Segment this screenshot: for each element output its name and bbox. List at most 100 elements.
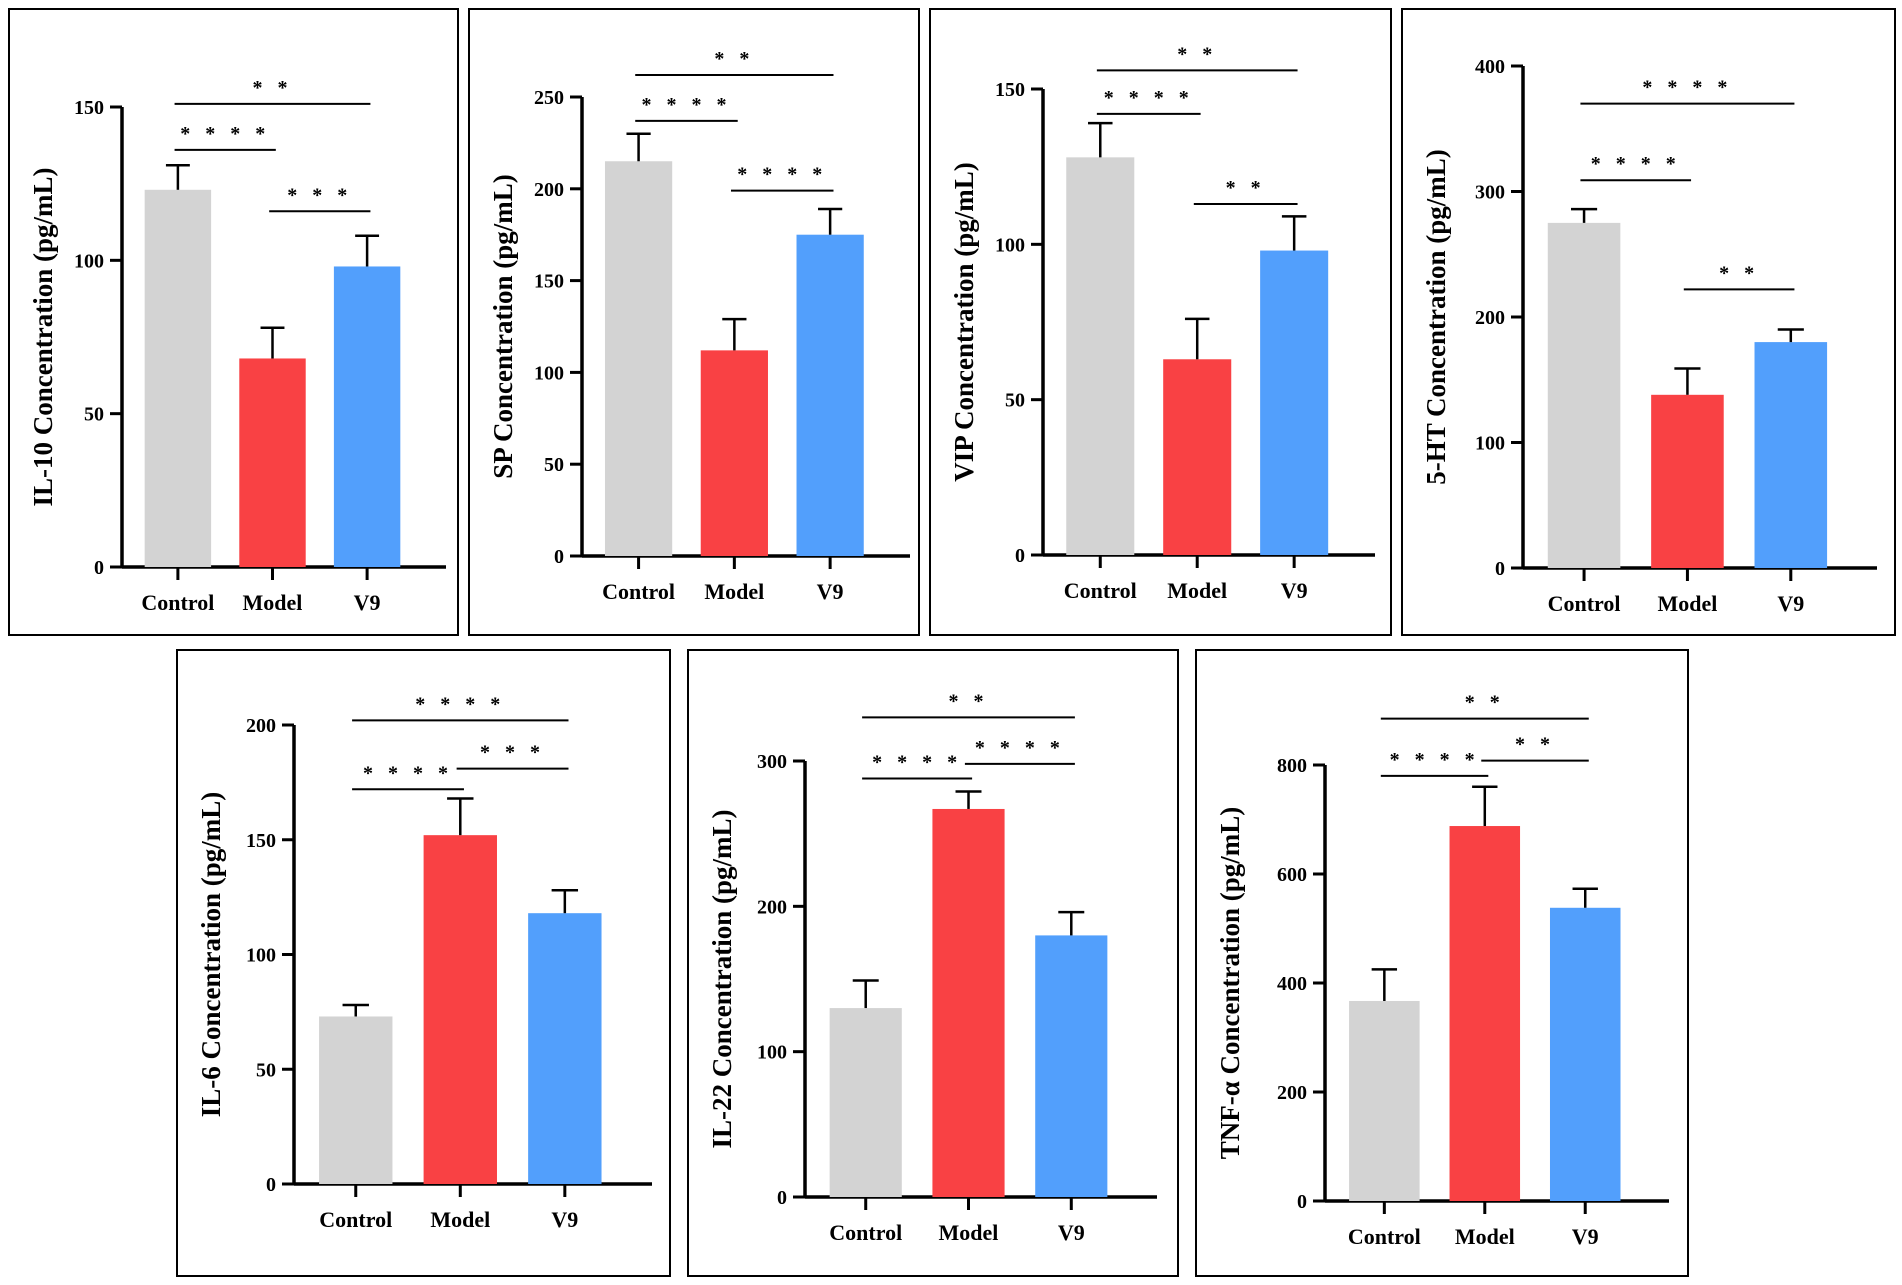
chart-panel-tnfa: 0 200 400 600 800 Control Model V9 * * * * * * * *… — [1195, 649, 1689, 1277]
significance-label: * * * * — [737, 164, 827, 186]
x-tick-label: Model — [1657, 591, 1717, 616]
y-tick-label: 150 — [534, 271, 564, 293]
y-tick-label: 0 — [1297, 1191, 1307, 1213]
bar-v9 — [796, 234, 864, 556]
significance-label: * * * * — [641, 94, 731, 116]
bar-model — [239, 358, 306, 567]
bar-v9 — [1754, 342, 1828, 568]
y-tick-label: 0 — [554, 546, 564, 568]
significance-label: * * — [1515, 734, 1555, 756]
x-tick-label: Control — [141, 590, 214, 615]
significance-label: * * * * — [872, 751, 962, 773]
y-tick-label: 50 — [256, 1059, 276, 1081]
y-tick-label: 100 — [757, 1042, 787, 1064]
x-tick-label: Control — [1064, 578, 1137, 603]
y-tick-label: 150 — [246, 830, 276, 852]
bar-control — [1349, 1000, 1420, 1201]
bar-control — [319, 1016, 393, 1184]
y-tick-label: 100 — [74, 250, 104, 272]
x-tick-label: V9 — [1572, 1224, 1599, 1249]
x-tick-label: Model — [430, 1207, 490, 1232]
y-axis-title: VIP Concentration (pg/mL) — [949, 162, 979, 482]
bar-model — [700, 350, 768, 556]
x-tick-label: Model — [1167, 578, 1227, 603]
significance-label: * * — [949, 690, 989, 712]
bar-model — [932, 808, 1005, 1197]
bar-chart: 0 50 100 150 Control Model V9 * * * * * * * * VIP … — [949, 43, 1375, 603]
bar-chart: 0 50 100 150 200 250 Control Model V9 * * * * * * *… — [488, 48, 910, 604]
y-axis-title: IL-22 Concentration (pg/mL) — [707, 810, 737, 1149]
y-tick-label: 200 — [246, 715, 276, 737]
x-tick-label: V9 — [551, 1207, 578, 1232]
bar-chart: 0 50 100 150 Control Model V9 * * * * * * * * * IL… — [28, 77, 446, 615]
y-axis-title: TNF-α Concentration (pg/mL) — [1215, 807, 1245, 1160]
bar-chart: 0 200 400 600 800 Control Model V9 * * * * * * * *… — [1215, 692, 1669, 1249]
y-tick-label: 300 — [757, 751, 787, 773]
y-tick-label: 0 — [1015, 545, 1025, 567]
bar-control — [1066, 157, 1135, 555]
y-axis-title: IL-10 Concentration (pg/mL) — [28, 168, 58, 507]
significance-label: * * * * — [975, 737, 1065, 759]
significance-label: * * * * — [180, 123, 270, 145]
chart-panel-il22: 0 100 200 300 Control Model V9 * * * * * * * * * … — [687, 649, 1179, 1277]
y-tick-label: 0 — [1495, 558, 1505, 580]
y-tick-label: 200 — [1277, 1082, 1307, 1104]
bar-v9 — [1260, 250, 1329, 555]
chart-panel-5ht: 0 100 200 300 400 Control Model V9 * * * * * * * … — [1401, 8, 1896, 636]
chart-panel-il6: 0 50 100 150 200 Control Model V9 * * * * * * * *… — [176, 649, 671, 1277]
y-axis-title: IL-6 Concentration (pg/mL) — [196, 792, 226, 1118]
significance-label: * * * * — [1104, 87, 1194, 109]
significance-label: * * — [1465, 692, 1505, 714]
chart-panel-sp: 0 50 100 150 200 250 Control Model V9 * * * * * * *… — [468, 8, 920, 636]
significance-label: * * * * — [415, 693, 505, 715]
bar-v9 — [1035, 935, 1108, 1197]
y-tick-label: 400 — [1277, 973, 1307, 995]
y-tick-label: 600 — [1277, 864, 1307, 886]
x-tick-label: V9 — [354, 590, 381, 615]
y-tick-label: 200 — [1475, 307, 1505, 329]
bar-control — [829, 1008, 902, 1197]
significance-label: * * * — [287, 184, 352, 206]
bar-v9 — [1549, 907, 1621, 1201]
bar-model — [1449, 826, 1521, 1201]
y-tick-label: 400 — [1475, 56, 1505, 78]
bar-chart: 0 100 200 300 400 Control Model V9 * * * * * * * … — [1421, 56, 1877, 616]
y-tick-label: 100 — [995, 234, 1025, 256]
x-tick-label: Control — [319, 1207, 392, 1232]
y-tick-label: 100 — [534, 362, 564, 384]
y-axis-title: 5-HT Concentration (pg/mL) — [1421, 149, 1451, 485]
bar-model — [1163, 359, 1232, 555]
y-tick-label: 50 — [544, 454, 564, 476]
y-tick-label: 200 — [534, 179, 564, 201]
x-tick-label: V9 — [817, 579, 844, 604]
chart-panel-vip: 0 50 100 150 Control Model V9 * * * * * * * * VIP … — [929, 8, 1392, 636]
significance-label: * * — [1719, 262, 1759, 284]
y-tick-label: 200 — [757, 896, 787, 918]
significance-label: * * — [252, 77, 292, 99]
bar-control — [144, 189, 212, 568]
x-tick-label: Model — [704, 579, 764, 604]
y-tick-label: 150 — [74, 97, 104, 119]
y-tick-label: 50 — [1005, 390, 1025, 412]
y-tick-label: 800 — [1277, 755, 1307, 777]
x-tick-label: V9 — [1281, 578, 1308, 603]
chart-panel-il10: 0 50 100 150 Control Model V9 * * * * * * * * * IL… — [8, 8, 459, 636]
significance-label: * * — [714, 48, 754, 70]
bar-model — [1651, 394, 1724, 568]
y-axis-title: SP Concentration (pg/mL) — [488, 174, 518, 479]
x-tick-label: Model — [243, 590, 303, 615]
y-tick-label: 0 — [266, 1174, 276, 1196]
y-tick-label: 0 — [777, 1187, 787, 1209]
x-tick-label: V9 — [1058, 1220, 1085, 1245]
x-tick-label: Control — [1348, 1224, 1421, 1249]
significance-label: * * * * — [1390, 749, 1480, 771]
significance-label: * * * * — [1642, 77, 1732, 99]
bar-control — [1547, 222, 1621, 568]
x-tick-label: Model — [939, 1220, 999, 1245]
bar-v9 — [528, 913, 602, 1184]
significance-label: * * — [1226, 177, 1266, 199]
y-tick-label: 300 — [1475, 182, 1505, 204]
significance-label: * * * * — [1591, 153, 1681, 175]
y-tick-label: 250 — [534, 87, 564, 109]
bar-v9 — [333, 266, 401, 567]
